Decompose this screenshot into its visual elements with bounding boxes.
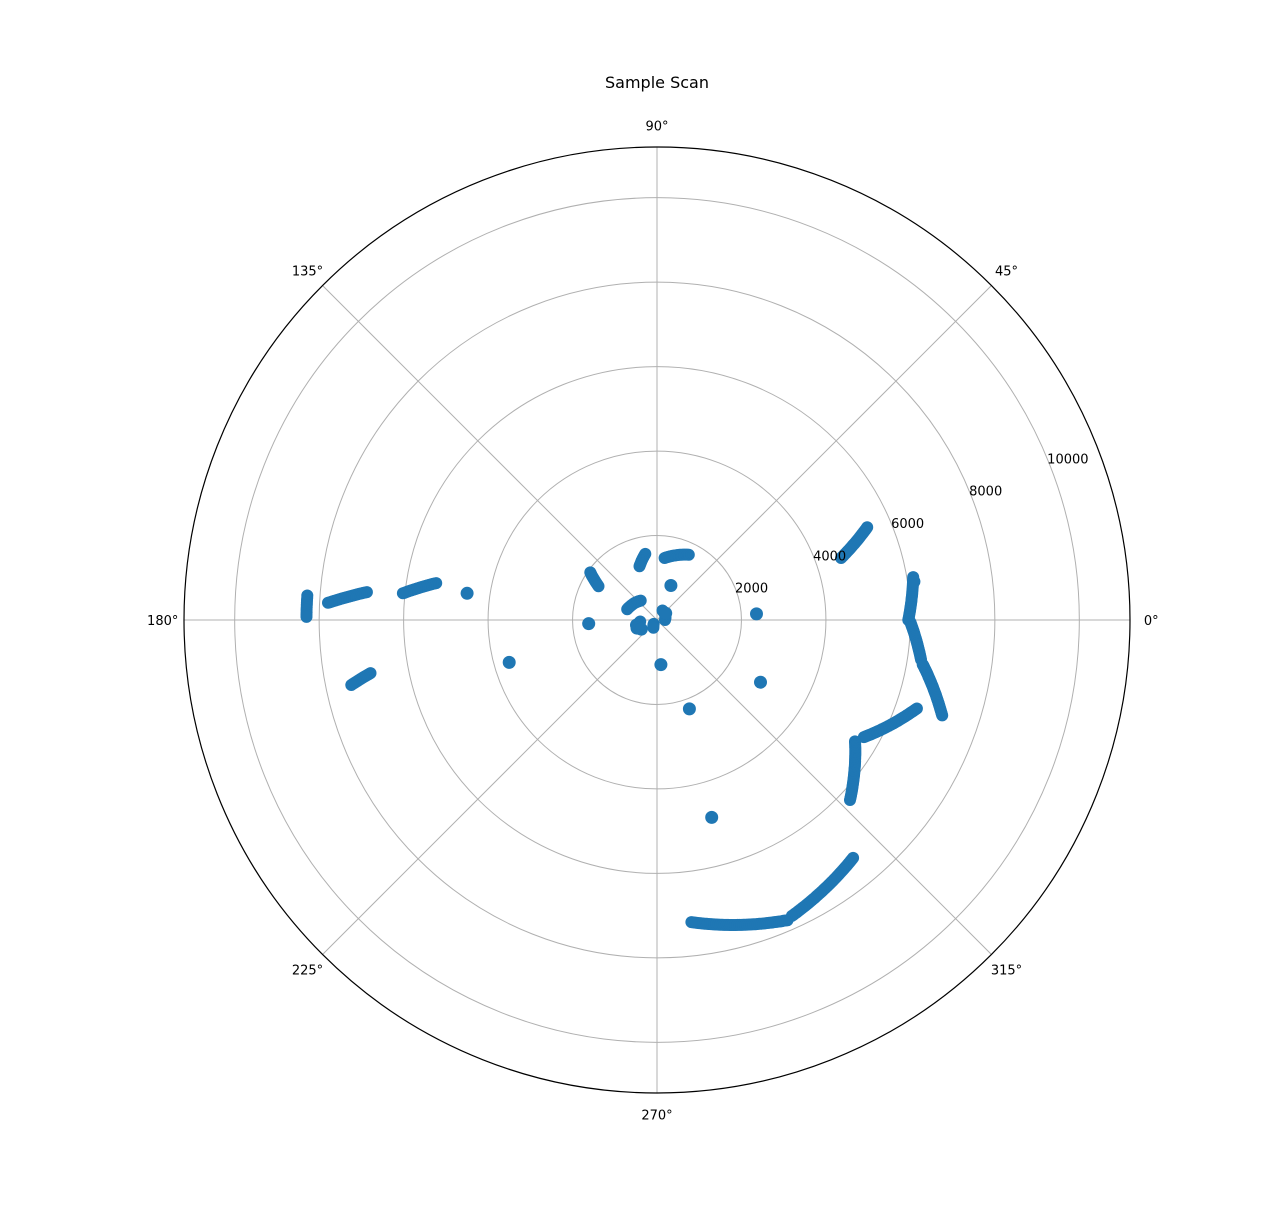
scan-point-100	[936, 709, 949, 722]
scan-point-400	[502, 655, 516, 669]
theta-tick-label-5: 225°	[292, 964, 323, 979]
theta-tick-label-4: 180°	[147, 614, 178, 629]
chart-title: Sample Scan	[605, 73, 709, 92]
scan-point-396	[682, 702, 696, 716]
theta-tick-label-3: 135°	[292, 264, 323, 279]
theta-tick-label-2: 90°	[645, 120, 668, 135]
scan-point-363	[633, 560, 646, 573]
r-tick-label-4: 10000	[1047, 452, 1088, 467]
scan-point-397	[654, 658, 668, 672]
scan-point-274	[300, 610, 313, 623]
r-tick-label-3: 8000	[969, 485, 1002, 500]
scan-point-344	[658, 552, 671, 564]
r-tick-label-0: 2000	[735, 582, 768, 597]
scan-point-399	[460, 586, 474, 600]
scan-point-393	[750, 607, 763, 621]
r-tick-label-1: 4000	[813, 549, 846, 564]
scan-point-316	[396, 587, 409, 600]
angular-gridline-3	[322, 285, 658, 621]
scan-point-404	[634, 622, 648, 636]
angular-gridline-7	[656, 619, 992, 955]
scan-point-394	[664, 579, 678, 592]
scan-point-398	[705, 810, 719, 824]
scan-point-390	[647, 621, 660, 634]
r-tick-label-2: 6000	[891, 517, 924, 532]
scan-point-23	[861, 521, 874, 534]
scan-point-296	[322, 596, 334, 609]
theta-tick-label-0: 0°	[1144, 614, 1159, 629]
angular-gridline-1	[656, 285, 992, 621]
angular-gridline-5	[322, 619, 658, 955]
scan-point-329	[345, 679, 358, 691]
scan-point-401	[582, 617, 596, 631]
theta-tick-label-6: 270°	[641, 1108, 672, 1123]
scan-point-264	[685, 916, 698, 929]
scan-point-395	[754, 675, 767, 689]
scan-point-137	[857, 731, 870, 744]
scan-point-354	[592, 580, 605, 593]
polar-grid	[183, 146, 1131, 1094]
scan-point-172	[844, 794, 856, 806]
scan-point-391	[907, 575, 921, 589]
tick-labels: 0° 45° 90° 135° 180° 225° 270° 315° 2000 4000 6000…	[147, 120, 1159, 1124]
polar-frame	[183, 146, 1131, 1094]
scan-points	[300, 521, 949, 931]
scan-point-381	[621, 603, 634, 616]
scan-point-392	[659, 606, 673, 620]
theta-tick-label-1: 45°	[995, 264, 1018, 279]
theta-tick-label-7: 315°	[991, 964, 1022, 979]
